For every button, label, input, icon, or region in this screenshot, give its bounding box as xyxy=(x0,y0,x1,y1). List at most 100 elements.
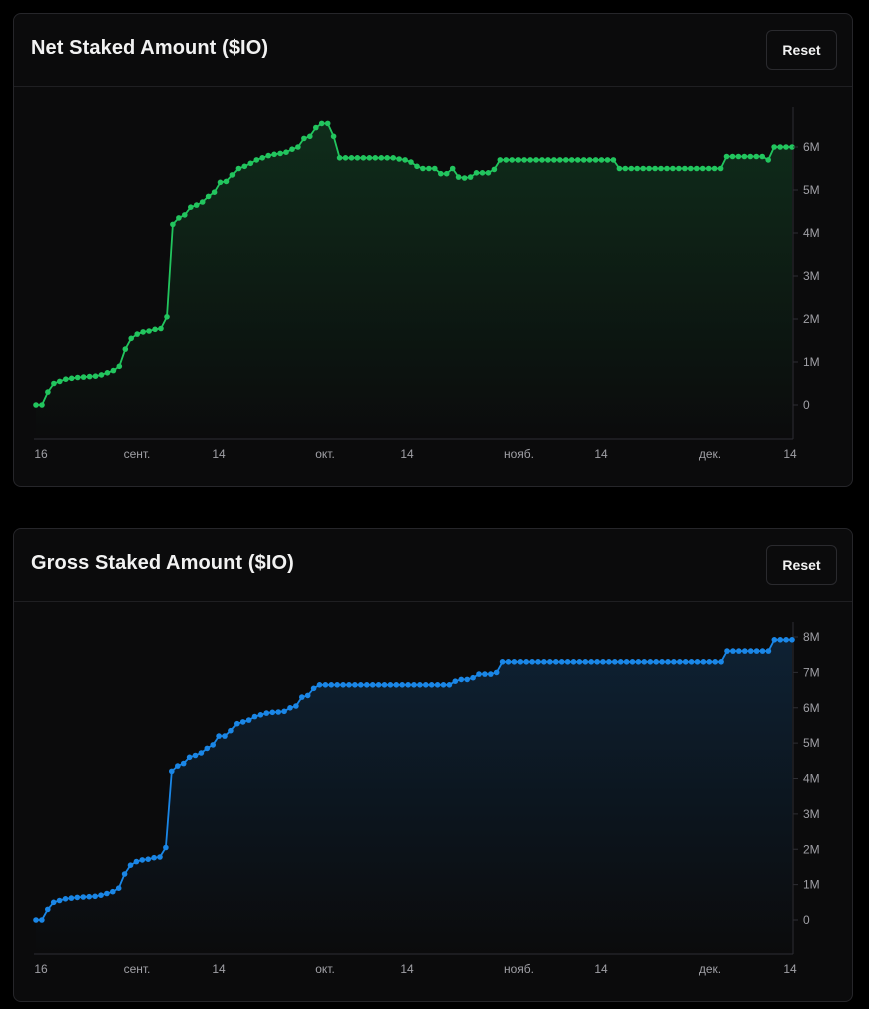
data-point[interactable] xyxy=(176,215,182,221)
data-point[interactable] xyxy=(539,157,545,163)
net-staked-chart[interactable]: 0 1M 2M 3M 4M 5M 6M 16 сент. 14 окт. 14 нояб. 14 дек. 1… xyxy=(14,87,852,487)
data-point[interactable] xyxy=(269,709,276,716)
data-point[interactable] xyxy=(121,871,128,877)
data-point[interactable] xyxy=(393,682,400,688)
data-point[interactable] xyxy=(423,682,429,688)
data-point[interactable] xyxy=(146,328,152,334)
data-point[interactable] xyxy=(116,363,123,370)
data-point[interactable] xyxy=(271,151,277,158)
data-point[interactable] xyxy=(616,165,623,172)
data-point[interactable] xyxy=(706,659,713,665)
data-point[interactable] xyxy=(617,659,624,665)
data-point[interactable] xyxy=(582,659,589,665)
data-point[interactable] xyxy=(682,659,689,665)
data-point[interactable] xyxy=(783,637,789,643)
data-point[interactable] xyxy=(482,671,488,677)
data-point[interactable] xyxy=(408,159,414,165)
data-point[interactable] xyxy=(145,856,151,862)
data-point[interactable] xyxy=(381,682,388,688)
data-point[interactable] xyxy=(304,692,311,699)
data-point[interactable] xyxy=(170,221,176,228)
data-point[interactable] xyxy=(152,326,158,333)
data-point[interactable] xyxy=(509,157,515,163)
data-point[interactable] xyxy=(517,659,524,665)
data-point[interactable] xyxy=(511,659,518,665)
data-point[interactable] xyxy=(372,155,379,161)
data-point[interactable] xyxy=(33,402,39,408)
data-point[interactable] xyxy=(277,150,283,157)
data-point[interactable] xyxy=(287,705,293,711)
data-point[interactable] xyxy=(547,659,553,665)
data-point[interactable] xyxy=(461,175,468,181)
data-point[interactable] xyxy=(440,682,447,688)
data-point[interactable] xyxy=(604,157,611,163)
data-point[interactable] xyxy=(414,163,420,170)
data-point[interactable] xyxy=(598,157,605,163)
data-point[interactable] xyxy=(51,380,57,387)
data-point[interactable] xyxy=(553,659,559,665)
data-point[interactable] xyxy=(622,165,629,172)
data-point[interactable] xyxy=(586,157,593,163)
data-point[interactable] xyxy=(700,659,707,665)
data-point[interactable] xyxy=(488,671,494,677)
data-point[interactable] xyxy=(580,157,587,163)
data-point[interactable] xyxy=(80,374,87,380)
data-point[interactable] xyxy=(434,682,441,688)
data-point[interactable] xyxy=(57,378,63,385)
data-point[interactable] xyxy=(247,160,254,167)
data-point[interactable] xyxy=(188,204,194,210)
data-point[interactable] xyxy=(545,157,551,163)
data-point[interactable] xyxy=(366,155,373,161)
data-point[interactable] xyxy=(485,170,492,176)
data-point[interactable] xyxy=(259,155,265,161)
data-point[interactable] xyxy=(390,155,397,161)
data-point[interactable] xyxy=(295,144,301,150)
data-point[interactable] xyxy=(670,165,676,172)
data-point[interactable] xyxy=(541,659,547,665)
data-point[interactable] xyxy=(606,659,612,665)
data-point[interactable] xyxy=(458,676,465,683)
data-point[interactable] xyxy=(324,120,331,127)
data-point[interactable] xyxy=(316,682,323,688)
data-point[interactable] xyxy=(128,335,134,342)
data-point[interactable] xyxy=(216,733,222,739)
data-point[interactable] xyxy=(234,720,240,727)
data-point[interactable] xyxy=(557,157,563,163)
data-point[interactable] xyxy=(628,165,635,172)
data-point[interactable] xyxy=(753,648,760,654)
data-point[interactable] xyxy=(563,157,569,163)
data-point[interactable] xyxy=(336,155,343,161)
data-point[interactable] xyxy=(558,659,565,665)
data-point[interactable] xyxy=(322,682,329,688)
data-point[interactable] xyxy=(452,678,459,684)
data-point[interactable] xyxy=(641,659,648,665)
data-point[interactable] xyxy=(45,906,51,913)
data-point[interactable] xyxy=(765,157,771,163)
data-point[interactable] xyxy=(515,157,521,163)
data-point[interactable] xyxy=(505,659,512,665)
data-point[interactable] xyxy=(222,733,228,739)
data-point[interactable] xyxy=(98,892,104,898)
data-point[interactable] xyxy=(665,659,671,665)
data-point[interactable] xyxy=(417,682,423,688)
data-point[interactable] xyxy=(378,155,385,161)
data-point[interactable] xyxy=(729,153,736,160)
data-point[interactable] xyxy=(228,727,234,734)
data-point[interactable] xyxy=(402,157,408,163)
data-point[interactable] xyxy=(789,637,795,643)
data-point[interactable] xyxy=(127,862,134,868)
data-point[interactable] xyxy=(503,157,510,163)
data-point[interactable] xyxy=(711,165,718,172)
data-point[interactable] xyxy=(210,742,216,748)
data-point[interactable] xyxy=(310,685,317,692)
data-point[interactable] xyxy=(399,682,406,688)
data-point[interactable] xyxy=(139,857,146,863)
data-point[interactable] xyxy=(265,152,271,159)
data-point[interactable] xyxy=(476,671,482,677)
data-point[interactable] xyxy=(369,682,376,688)
data-point[interactable] xyxy=(104,370,111,376)
data-point[interactable] xyxy=(736,648,742,654)
data-point[interactable] xyxy=(263,710,270,716)
data-point[interactable] xyxy=(169,768,175,775)
data-point[interactable] xyxy=(186,754,193,761)
